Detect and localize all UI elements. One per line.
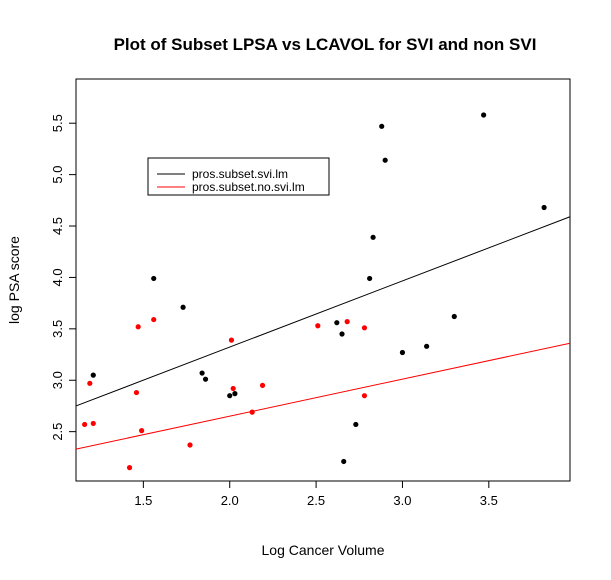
point-svi [227, 393, 233, 399]
y-tick-label: 5.5 [50, 114, 65, 132]
point-no-svi [135, 324, 141, 330]
legend-label-no-svi: pros.subset.no.svi.lm [192, 180, 305, 194]
point-svi [379, 123, 385, 129]
point-no-svi [344, 319, 350, 325]
point-no-svi [139, 428, 145, 434]
x-tick-label: 1.5 [134, 493, 152, 508]
point-svi [341, 458, 347, 465]
y-tick-label: 4.5 [50, 217, 65, 235]
point-no-svi [87, 380, 93, 386]
point-no-svi [151, 316, 157, 323]
point-no-svi [228, 337, 235, 343]
x-tick-label: 3.5 [480, 493, 498, 508]
point-svi [541, 204, 547, 211]
point-no-svi [361, 393, 368, 399]
chart-title: Plot of Subset LPSA vs LCAVOL for SVI an… [114, 35, 537, 54]
data-points [82, 112, 547, 471]
y-tick-label: 2.5 [50, 423, 65, 441]
y-tick-label: 3.0 [50, 371, 65, 389]
point-svi [232, 391, 238, 397]
legend: pros.subset.svi.lm pros.subset.no.svi.lm [147, 157, 330, 196]
point-svi [424, 343, 430, 349]
point-svi [399, 349, 406, 356]
x-axis-label: Log Cancer Volume [262, 542, 385, 558]
regression-lines [75, 216, 571, 450]
x-tick-label: 2.0 [221, 493, 239, 508]
point-svi [180, 304, 186, 310]
point-svi [339, 331, 345, 337]
point-svi [151, 275, 157, 282]
y-tick-label: 5.0 [50, 166, 65, 184]
point-svi [353, 421, 359, 428]
legend-box [147, 157, 330, 196]
point-svi [334, 320, 340, 326]
point-no-svi [315, 323, 321, 329]
point-no-svi [126, 465, 133, 471]
point-svi [481, 112, 487, 118]
point-no-svi [133, 389, 140, 396]
point-no-svi [230, 385, 236, 392]
plot-frame [75, 78, 571, 482]
point-svi [90, 372, 96, 378]
point-svi [451, 313, 457, 320]
point-svi [367, 275, 373, 282]
point-no-svi [249, 409, 255, 415]
point-no-svi [361, 325, 368, 331]
point-no-svi [259, 382, 266, 388]
y-tick-label: 4.0 [50, 268, 65, 286]
point-no-svi [90, 420, 96, 427]
y-tick-label: 3.5 [50, 320, 65, 338]
axis-ticks: 1.5 2.0 2.5 3.0 3.5 2.5 3.0 3.5 4.0 4.5 5.0 5.5 [50, 114, 498, 508]
x-tick-label: 3.0 [393, 493, 411, 508]
point-no-svi [82, 421, 88, 428]
point-svi [370, 234, 376, 240]
point-no-svi [187, 442, 193, 448]
fit-line-no-svi [75, 342, 571, 450]
y-axis-label: log PSA score [6, 236, 22, 324]
x-tick-label: 2.5 [307, 493, 325, 508]
legend-label-svi: pros.subset.svi.lm [192, 167, 288, 181]
point-svi [382, 157, 388, 163]
fit-line-svi [75, 216, 571, 407]
point-svi [202, 376, 209, 382]
point-svi [199, 370, 205, 376]
